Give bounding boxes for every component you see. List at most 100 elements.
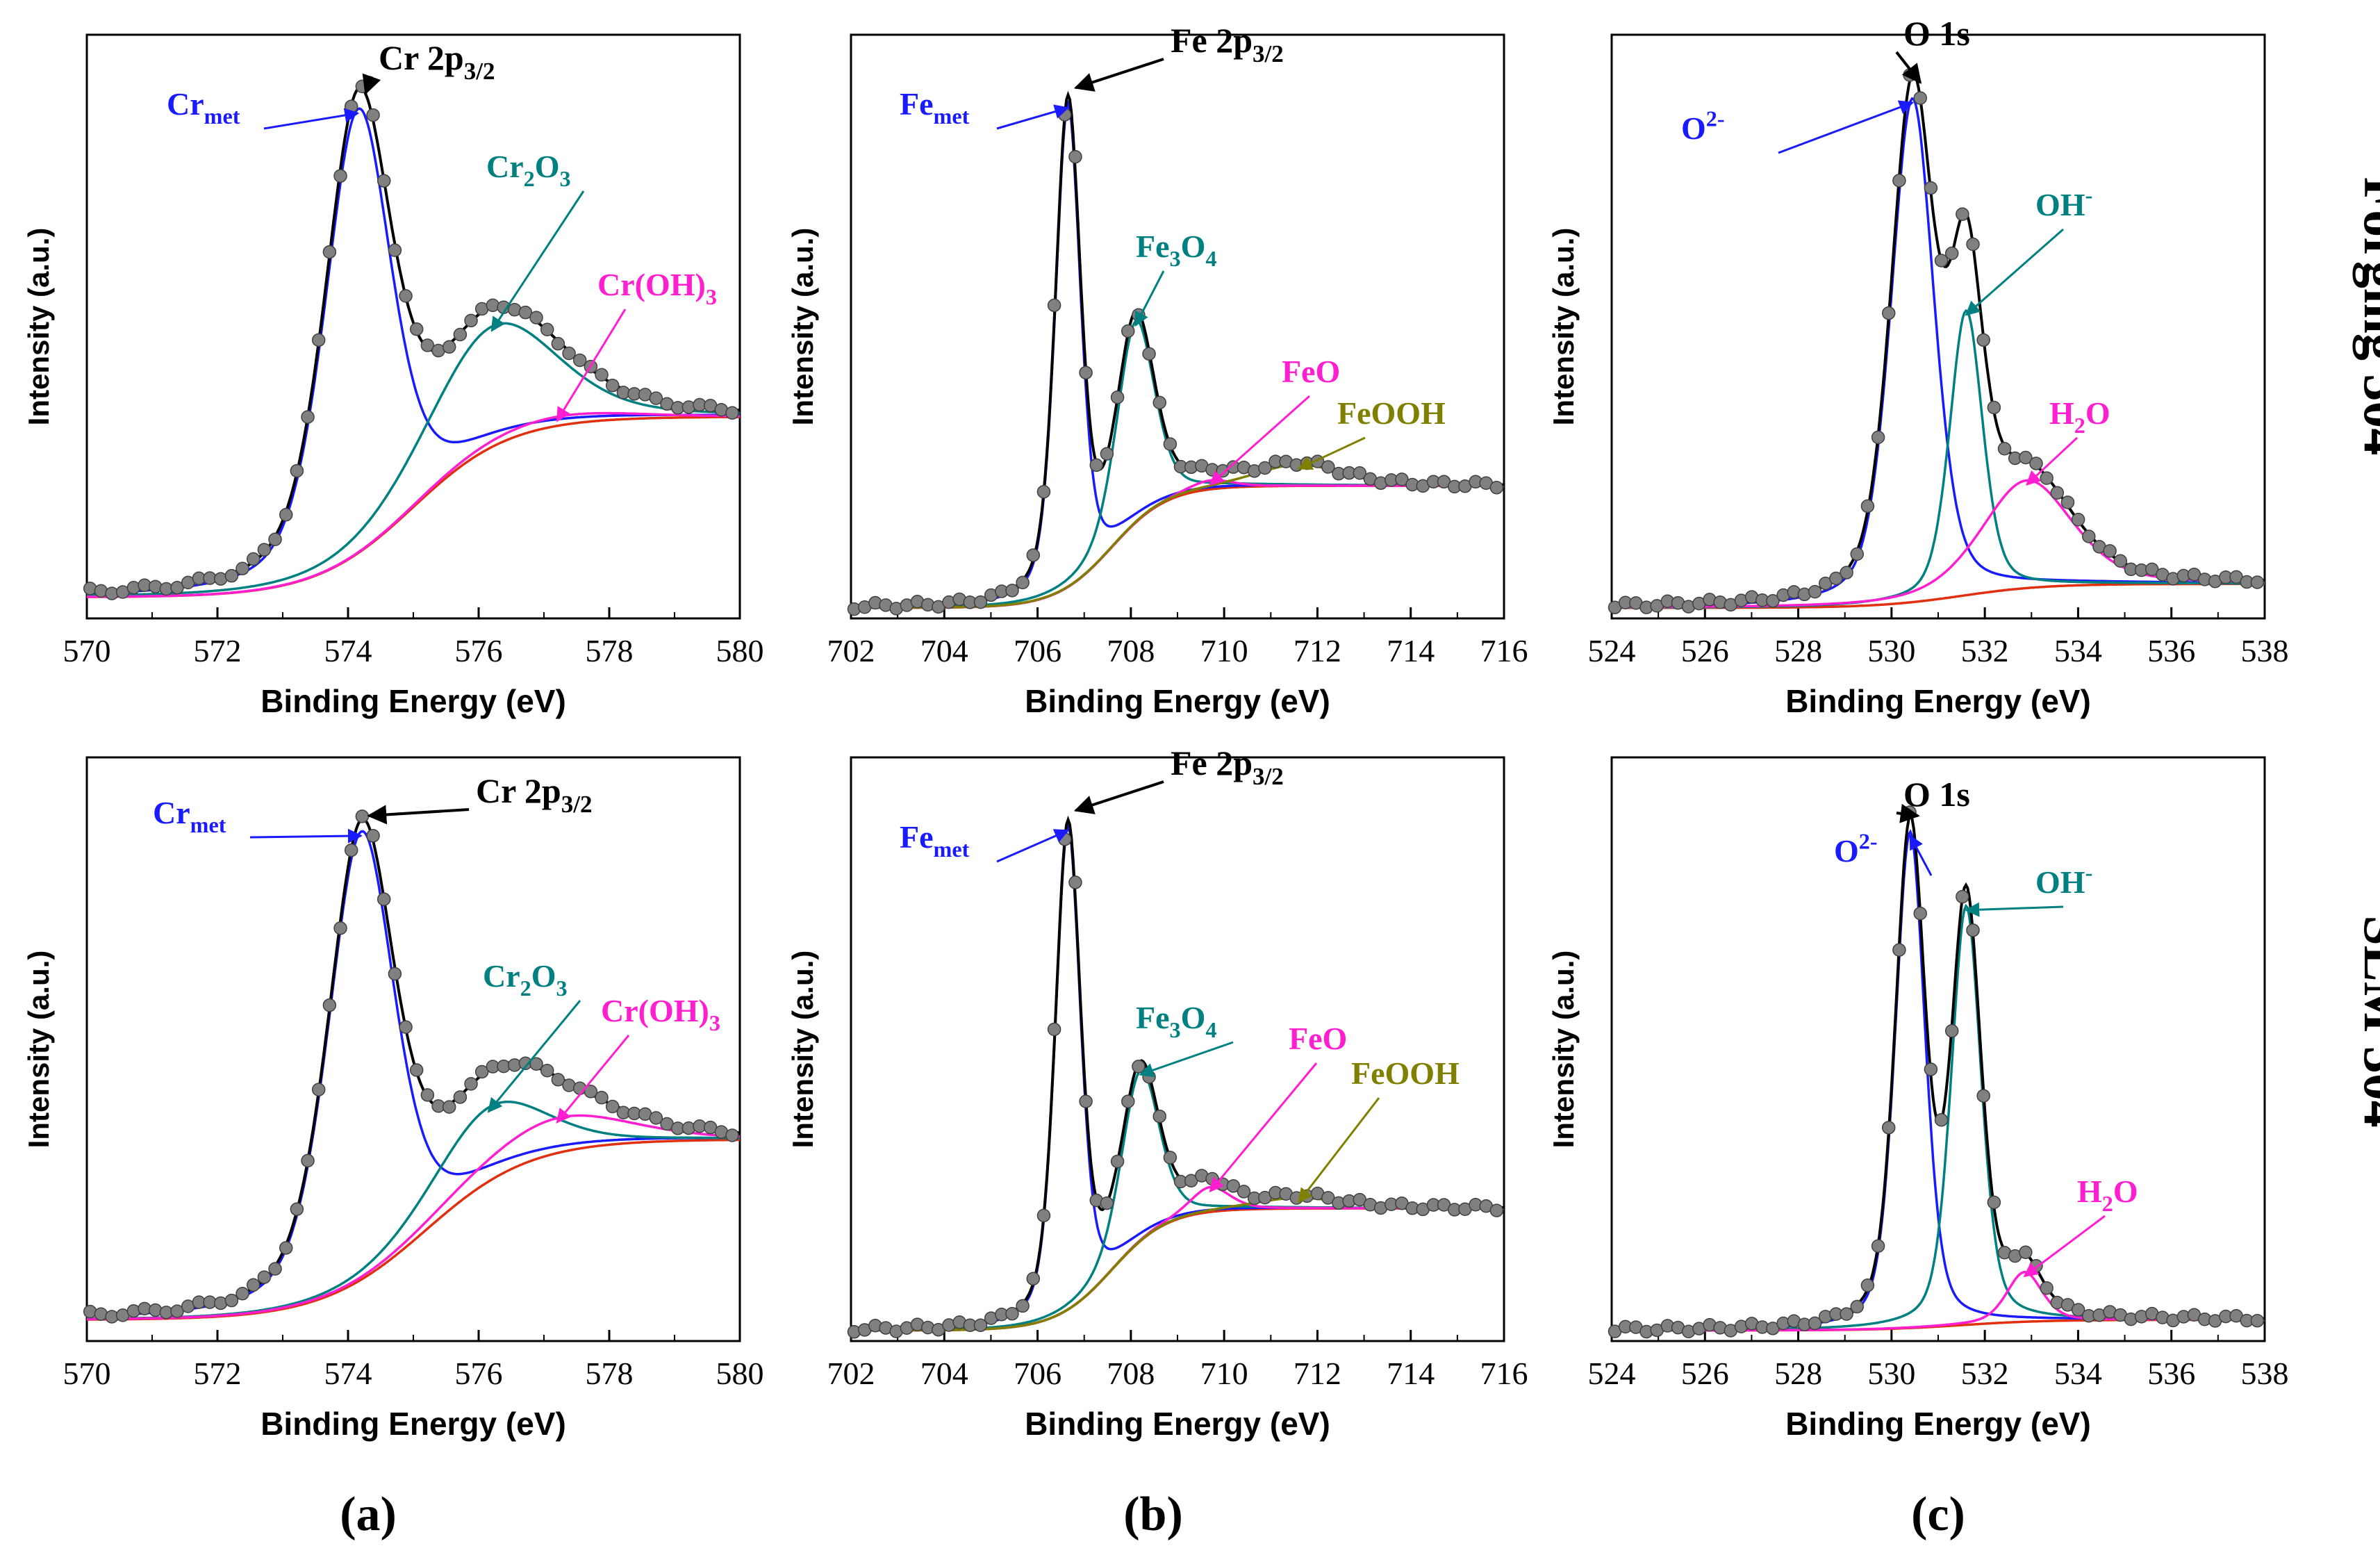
data-point <box>1132 1060 1146 1074</box>
data-point <box>1829 571 1843 586</box>
y-axis-label: Intensity (a.u.) <box>1547 228 1580 426</box>
fit-curve-o2 <box>1612 829 2265 1331</box>
x-tick-label: 536 <box>2147 633 2195 668</box>
data-point <box>409 322 424 336</box>
data-point <box>2050 486 2065 500</box>
data-point <box>486 298 500 313</box>
fit-curve-o2 <box>1612 97 2265 608</box>
data-point <box>681 400 696 414</box>
peak-arrow <box>1297 436 1366 470</box>
peak-arrow <box>2023 1215 2106 1277</box>
data-point <box>355 809 370 823</box>
data-point <box>409 1063 424 1077</box>
data-point <box>279 1241 293 1255</box>
fit-curve-cr2o3 <box>87 322 741 597</box>
x-tick-label: 576 <box>455 1356 503 1391</box>
peak-arrow <box>1209 395 1310 486</box>
x-tick-label: 534 <box>2054 633 2102 668</box>
data-point <box>529 1057 543 1071</box>
data-point <box>2082 529 2096 543</box>
x-tick-label: 570 <box>63 633 111 668</box>
y-axis-label: Intensity (a.u.) <box>22 228 55 426</box>
data-point <box>1100 1196 1114 1210</box>
data-point <box>322 245 337 259</box>
peak-label-crmet: Crmet <box>153 795 226 837</box>
data-point <box>453 327 468 342</box>
x-axis-label: Binding Energy (eV) <box>1785 683 2091 719</box>
data-point <box>322 998 337 1012</box>
data-point <box>973 595 988 609</box>
x-tick-label: 528 <box>1774 633 1822 668</box>
data-point <box>1026 1272 1041 1285</box>
data-point <box>126 580 141 595</box>
peak-arrow <box>996 829 1070 863</box>
data-point <box>518 305 533 320</box>
data-point <box>1766 593 1780 608</box>
data-point <box>366 108 380 122</box>
peak-arrow <box>1909 835 1933 876</box>
data-point <box>1840 566 1853 579</box>
data-point <box>344 843 358 857</box>
x-axis-label: Binding Energy (eV) <box>1025 1406 1330 1442</box>
data-point <box>1956 889 1969 904</box>
data-point <box>1850 1299 1865 1314</box>
peak-arrow <box>490 190 585 332</box>
peak-label-feo: FeO <box>1282 354 1340 389</box>
data-point <box>1997 442 2012 456</box>
row-label-slm: SLM 304 <box>2353 915 2380 1128</box>
data-point <box>1110 1154 1125 1169</box>
x-tick-label: 574 <box>324 1356 372 1391</box>
data-point <box>257 1270 272 1284</box>
title-arrow <box>1073 780 1164 814</box>
data-point <box>1987 1195 2001 1210</box>
data-point <box>1860 499 1875 513</box>
data-point <box>464 313 478 328</box>
data-point <box>1987 400 2001 415</box>
panel-letter-b: (b) <box>1123 1488 1183 1541</box>
peak-label-o2: O2- <box>1834 829 1878 869</box>
data-point <box>377 174 391 188</box>
peak-label-feooh: FeOOH <box>1351 1055 1460 1091</box>
peak-label-h2o: H2O <box>2077 1174 2138 1216</box>
data-point <box>246 1278 261 1292</box>
fit-curve-h2o <box>1612 479 2265 609</box>
data-point <box>584 1085 598 1099</box>
x-tick-label: 534 <box>2054 1356 2102 1391</box>
data-point <box>399 1020 413 1034</box>
data-point <box>377 892 391 906</box>
data-point <box>1871 1239 1885 1253</box>
peak-arrow <box>1965 902 2064 917</box>
fit-curve-croh3 <box>87 1114 741 1321</box>
data-point <box>1881 1121 1896 1135</box>
x-tick-label: 706 <box>1014 1356 1061 1391</box>
x-axis-label: Binding Energy (eV) <box>261 683 566 719</box>
data-point <box>1005 584 1019 598</box>
data-point <box>1924 181 1938 195</box>
title-arrow <box>367 805 470 825</box>
data-point <box>1237 1185 1251 1199</box>
data-point <box>1068 149 1082 164</box>
data-point <box>1808 584 1822 599</box>
data-point <box>366 829 380 843</box>
peak-label-feo: FeO <box>1289 1021 1347 1056</box>
envelope-curve <box>1612 812 2265 1331</box>
data-point <box>1047 1022 1061 1037</box>
data-point <box>562 346 576 361</box>
x-tick-label: 576 <box>455 633 503 668</box>
x-tick-label: 716 <box>1480 1356 1528 1391</box>
data-point <box>1924 1062 1938 1076</box>
panel-1: 570 572 574 576 578 580 Binding Energy (eV) Int… <box>22 33 764 719</box>
background-curve <box>87 1138 740 1321</box>
data-point <box>1068 875 1082 889</box>
row-label-forging: Forging 304 <box>2353 176 2380 456</box>
data-point <box>2113 554 2128 568</box>
data-point <box>2060 495 2075 509</box>
x-tick-label: 702 <box>827 633 875 668</box>
fit-curve-crmet <box>86 830 740 1317</box>
data-point <box>1956 207 1969 222</box>
plot-frame <box>85 756 741 1342</box>
x-tick-label: 524 <box>1588 1356 1636 1391</box>
x-tick-label: 572 <box>194 633 242 668</box>
x-tick-label: 580 <box>716 1356 764 1391</box>
data-point <box>1871 430 1885 445</box>
